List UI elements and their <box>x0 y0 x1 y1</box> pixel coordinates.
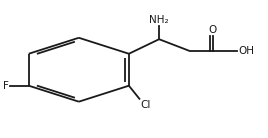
Text: OH: OH <box>238 46 254 56</box>
Text: F: F <box>3 81 9 91</box>
Text: O: O <box>209 25 217 35</box>
Text: Cl: Cl <box>141 100 151 110</box>
Text: NH₂: NH₂ <box>149 15 169 25</box>
